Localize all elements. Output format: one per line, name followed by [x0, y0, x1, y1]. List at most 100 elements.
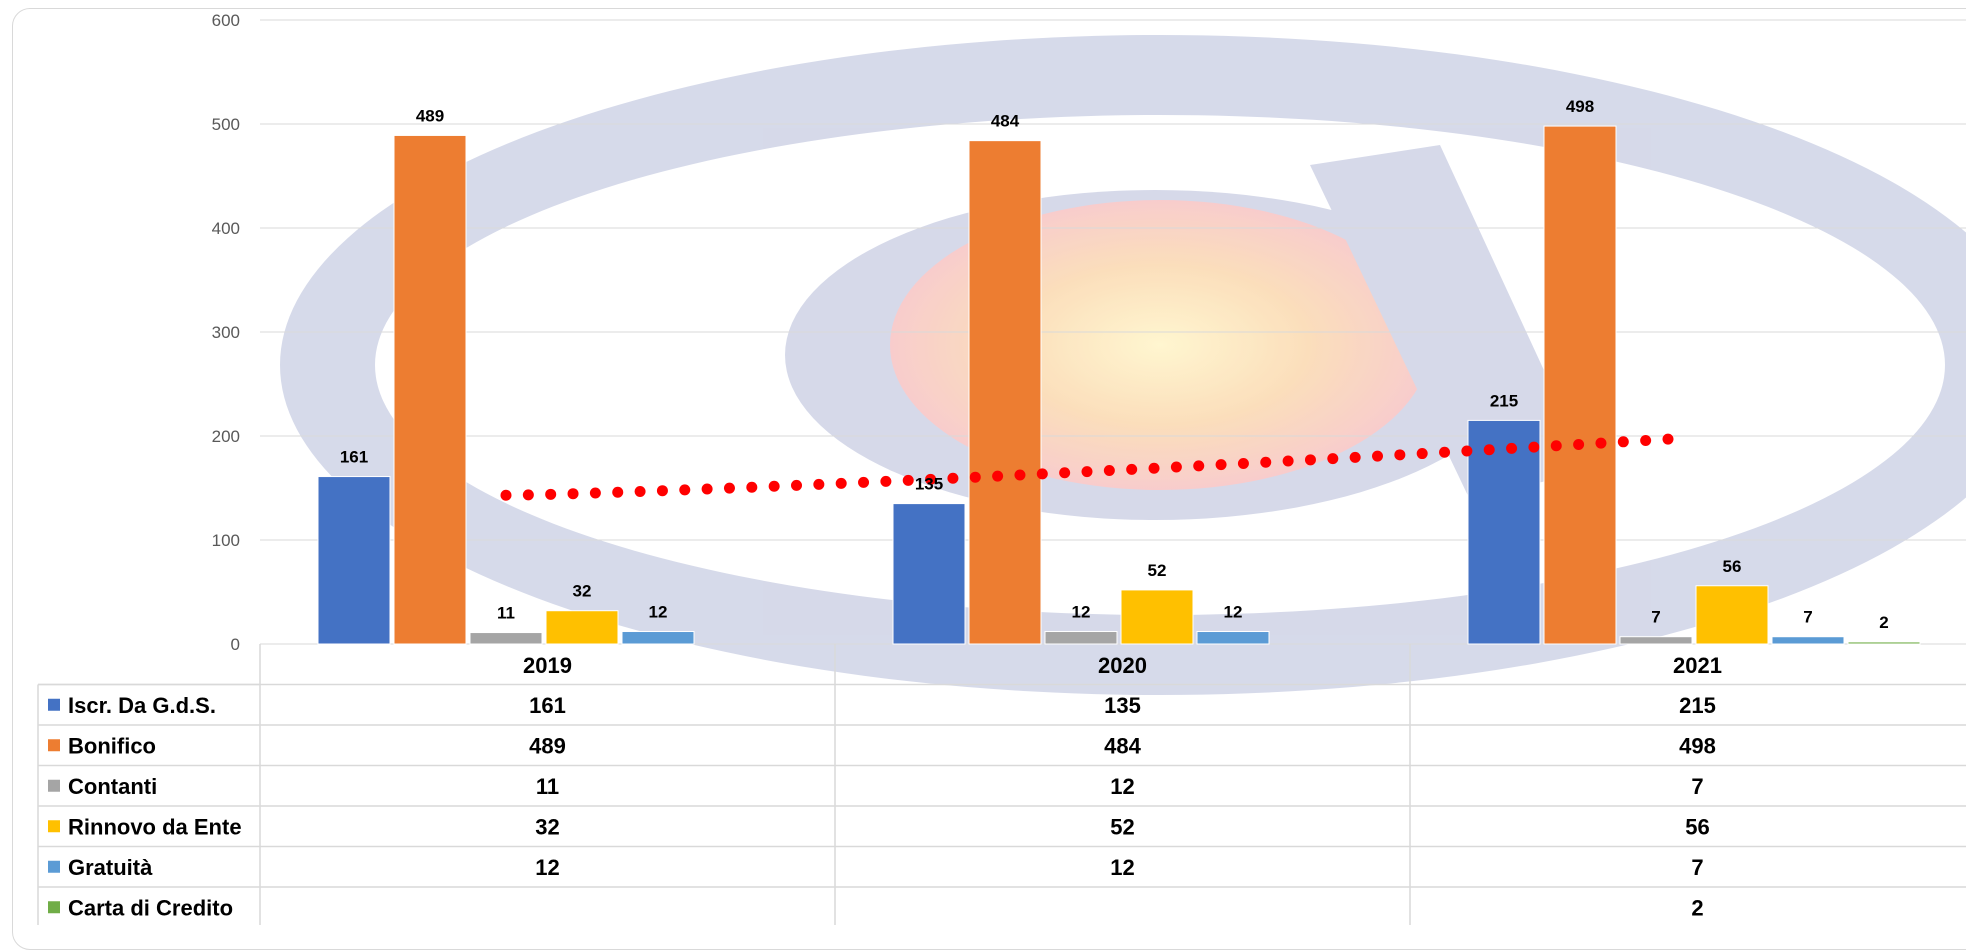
data-label: 32 [573, 582, 592, 601]
bar [968, 140, 1042, 645]
trendline-dot [612, 486, 624, 498]
data-label: 2 [1879, 613, 1888, 632]
bar [1847, 641, 1921, 645]
trendline-dot [835, 477, 847, 489]
y-tick-label: 500 [212, 115, 240, 134]
table-cell-value: 7 [1691, 774, 1703, 799]
data-label: 7 [1803, 608, 1812, 627]
bar-chart: 0 100 200 300 400 500 600 161 489 11 32 12 135 484 12… [37, 11, 1966, 925]
trendline-dot [1304, 454, 1316, 466]
gridlines [260, 19, 1966, 645]
data-label: 56 [1723, 557, 1742, 576]
trendline-dot [1282, 455, 1294, 467]
trendline-dot [679, 484, 691, 496]
trendline-dot [545, 488, 557, 500]
data-label: 215 [1490, 391, 1518, 410]
data-label: 12 [1224, 603, 1243, 622]
bar [1771, 636, 1845, 645]
trendline-dot [1237, 457, 1249, 469]
trendline-dot [723, 482, 735, 494]
trendline-dot [1506, 442, 1518, 454]
trendline-dot [500, 489, 512, 501]
table-cell-value: 12 [1110, 855, 1134, 880]
data-label: 11 [497, 604, 515, 623]
trendline-dot [1126, 463, 1138, 475]
x-category-label: 2019 [523, 653, 572, 678]
legend-swatch [48, 698, 60, 711]
trendline-dot [1416, 448, 1428, 460]
legend-swatch [48, 779, 60, 792]
bar [393, 134, 467, 645]
trendline-dot [880, 475, 892, 487]
trendline-dot [858, 476, 870, 488]
trendline-dot [1595, 437, 1607, 449]
y-tick-label: 0 [231, 635, 240, 654]
table-cell-value: 56 [1685, 814, 1709, 839]
trendline-dot [1059, 467, 1071, 479]
trendline-dot [1193, 460, 1205, 472]
table-cell-value: 489 [529, 733, 566, 758]
bar [1120, 589, 1194, 645]
bar [1044, 631, 1118, 645]
trendline-dot [656, 485, 668, 497]
legend-swatch [48, 820, 60, 833]
trendline-dot [1439, 446, 1451, 458]
trendline-dot [1014, 469, 1026, 481]
data-label: 498 [1566, 97, 1594, 116]
bar [1695, 585, 1769, 645]
trendline-dot [1394, 449, 1406, 461]
trendline-dot [791, 479, 802, 491]
y-tick-label: 300 [212, 323, 240, 342]
y-tick-label: 200 [212, 427, 240, 446]
data-label: 489 [416, 106, 444, 125]
legend-series-name: Bonifico [68, 733, 156, 758]
data-label: 135 [915, 475, 943, 494]
trendline-dot [969, 471, 981, 483]
table-cell-value: 12 [1110, 774, 1134, 799]
legend-series-name: Carta di Credito [68, 895, 233, 920]
bar [469, 632, 543, 645]
trendline-dot [567, 488, 579, 500]
bar [621, 631, 695, 645]
legend-series-name: Rinnovo da Ente [68, 814, 242, 839]
x-category-label: 2020 [1098, 653, 1147, 678]
bar [317, 476, 391, 645]
trendline-dot [1260, 456, 1272, 468]
trendline-dot [1349, 451, 1361, 463]
y-tick-label: 600 [212, 11, 240, 30]
data-label: 52 [1148, 561, 1167, 580]
trendline [500, 433, 1674, 501]
legend-series-name: Iscr. Da G.d.S. [68, 693, 216, 718]
bars [317, 125, 1921, 645]
x-category-label: 2021 [1673, 653, 1722, 678]
trendline-dot [902, 474, 914, 486]
bar [1619, 636, 1693, 645]
trendline-dot [1461, 445, 1473, 457]
legend-series-name: Contanti [68, 774, 157, 799]
data-label: 7 [1651, 608, 1660, 627]
table-cell-value: 498 [1679, 733, 1716, 758]
bar [1467, 419, 1541, 645]
trendline-dot [925, 473, 937, 485]
trendline-dot [746, 481, 758, 493]
y-tick-label: 400 [212, 219, 240, 238]
trendline-dot [947, 472, 959, 484]
bar [1196, 631, 1270, 645]
trendline-dot [1528, 441, 1540, 453]
y-tick-label: 100 [212, 531, 240, 550]
trendline-dot [1372, 450, 1383, 462]
data-label: 161 [340, 448, 368, 467]
trendline-dot [1640, 434, 1652, 446]
trendline-dot [1550, 440, 1562, 452]
table-cell-value: 484 [1104, 733, 1141, 758]
data-labels: 161 489 11 32 12 135 484 12 52 12 215 498 7 56 7 2 [340, 97, 1889, 632]
table-cell-value: 135 [1104, 693, 1141, 718]
legend-swatch [48, 901, 60, 914]
trendline-dot [813, 478, 825, 490]
trendline-dot [634, 486, 646, 498]
bar [892, 503, 966, 645]
trendline-dot [701, 483, 713, 495]
trendline-dot [1036, 468, 1048, 480]
data-label: 484 [991, 112, 1020, 131]
trendline-dot [1081, 466, 1093, 478]
